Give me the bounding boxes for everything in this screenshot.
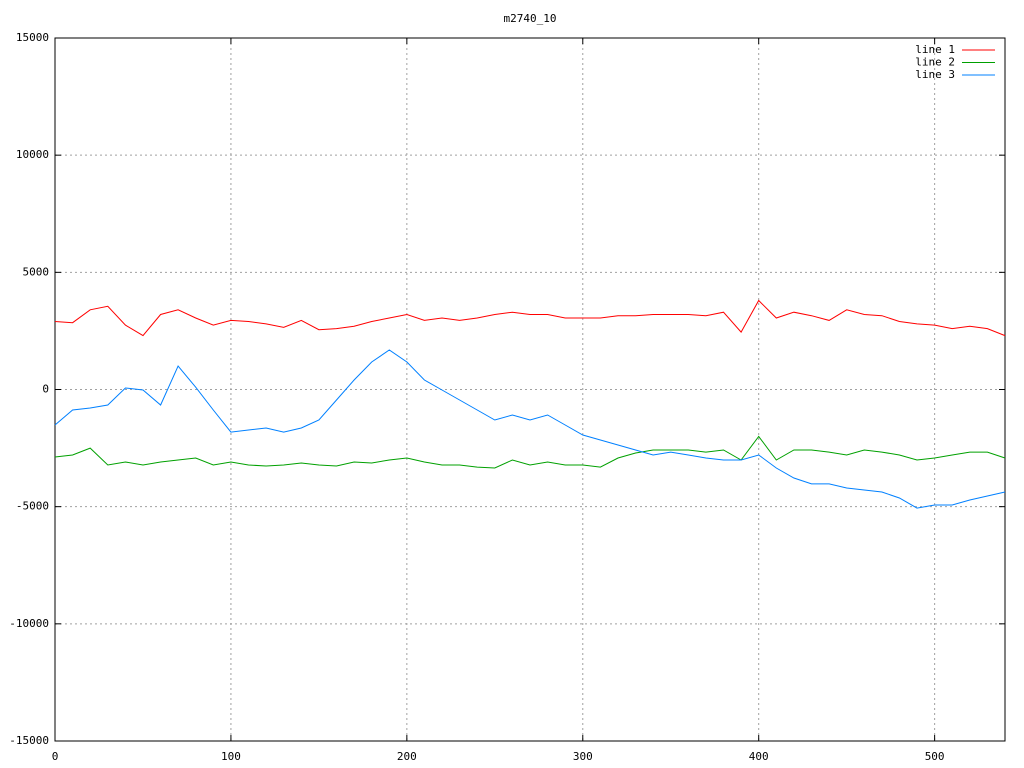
data-line	[54, 349, 1006, 509]
y-tick-label: 15000	[16, 31, 49, 44]
x-tick-label: 0	[52, 750, 59, 763]
legend-label: line 2	[915, 56, 955, 69]
y-tick-label: -5000	[16, 500, 49, 513]
y-tick-label: -10000	[9, 617, 49, 630]
legend-label: line 1	[915, 43, 955, 56]
x-tick-label: 100	[221, 750, 241, 763]
y-tick-label: -15000	[9, 734, 49, 747]
plot-border	[54, 37, 1006, 742]
y-tick-label: 5000	[23, 265, 50, 278]
chart-title: m2740_10	[504, 12, 557, 25]
x-tick-label: 500	[925, 750, 945, 763]
y-tick-label: 10000	[16, 148, 49, 161]
legend-label: line 3	[915, 68, 955, 81]
x-tick-label: 200	[397, 750, 417, 763]
data-line	[54, 435, 1006, 469]
x-tick-label: 300	[573, 750, 593, 763]
data-line	[54, 299, 1006, 337]
x-tick-label: 400	[749, 750, 769, 763]
y-tick-label: 0	[42, 383, 49, 396]
